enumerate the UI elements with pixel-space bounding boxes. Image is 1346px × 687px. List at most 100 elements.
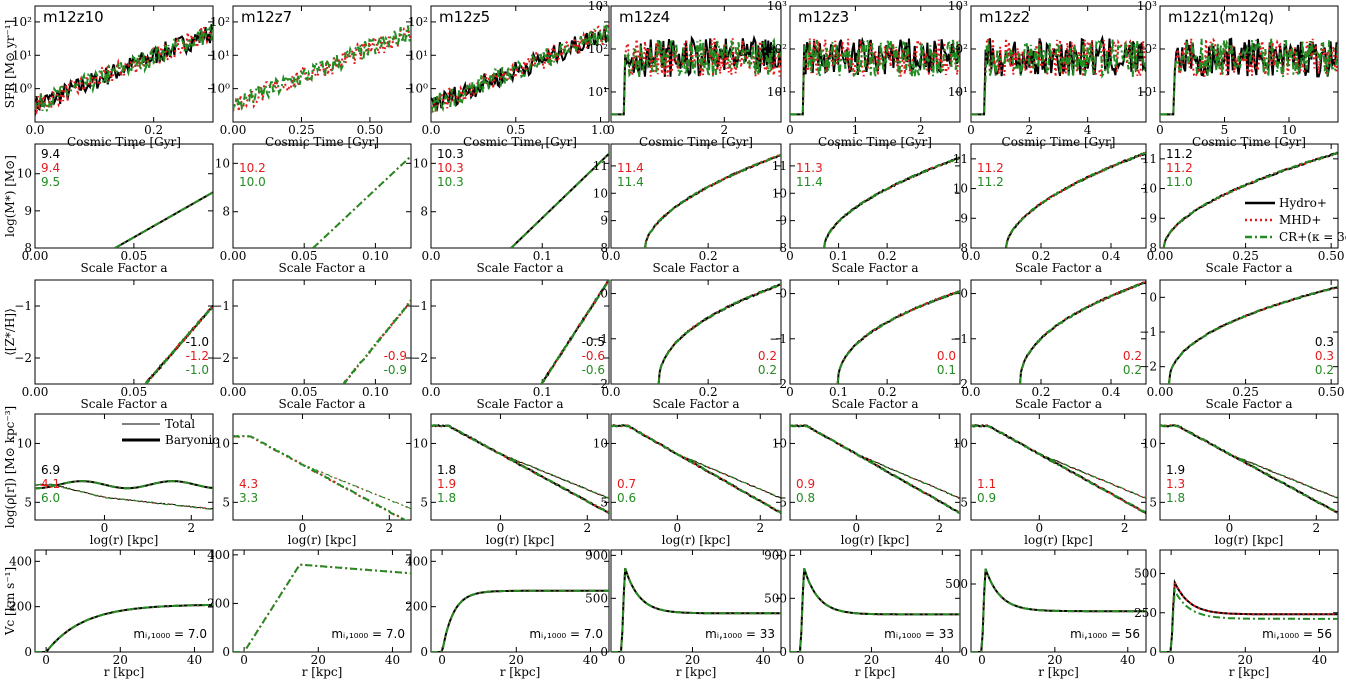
x-tick-label: 0.05: [291, 249, 318, 263]
curves: [35, 603, 213, 652]
mhd-line: [233, 434, 407, 520]
panel-title: m12z4: [619, 8, 670, 26]
x-tick-label: 40: [935, 653, 950, 667]
legend-label: CR+(κ = 3e29): [1279, 230, 1346, 244]
axes-frame: [789, 279, 961, 385]
x-tick-label: 0.00: [1147, 385, 1174, 399]
x-axis-label: Scale Factor a: [653, 261, 740, 275]
mhd-line: [1160, 578, 1338, 652]
y-tick-label: 10³: [948, 0, 968, 13]
x-tick-label: 0.2: [1031, 385, 1050, 399]
y-tick-label: 10⁰: [210, 82, 230, 96]
y-tick-label: −1: [1139, 325, 1157, 339]
panel-m12z3-row1: 0 0.1 0.2 8 9 10 11 Scale Factor a 11.311.4: [772, 143, 961, 275]
note-value: 0.1: [937, 363, 956, 377]
x-tick-label: 40: [385, 653, 400, 667]
y-tick-label: 8: [600, 241, 608, 255]
y-tick-label: 9: [960, 211, 968, 225]
y-tick-label: 0: [960, 287, 968, 301]
legend: Hydro+ MHD+ CR+(κ = 3e29): [1245, 196, 1346, 244]
panel-m12z2-row3: 0 2 5 10 log(r) [kpc] 1.10.9: [953, 413, 1147, 547]
note-value: -1.0: [186, 363, 209, 377]
x-axis-label: r [kpc]: [302, 665, 343, 679]
mass-resolution-label: mᵢ,₁₀₀₀ = 56: [1262, 627, 1332, 641]
note-value: -0.9: [384, 349, 407, 363]
panel-title: m12z10: [43, 8, 104, 26]
y-tick-label: 0: [420, 645, 428, 659]
axes-frame: [1159, 549, 1339, 653]
axes-frame: [34, 5, 214, 123]
mass-resolution-label: mᵢ,₁₀₀₀ = 33: [705, 627, 775, 641]
x-tick-label: 0.00: [22, 249, 49, 263]
x-tick-label: 20: [1047, 653, 1062, 667]
note-value: -1.0: [186, 335, 209, 349]
x-tick-label: 0: [42, 653, 50, 667]
x-tick-label: 0: [1035, 521, 1043, 535]
cr-line: [431, 589, 609, 652]
x-tick-label: 0.1: [829, 249, 848, 263]
x-tick-label: 0: [618, 653, 626, 667]
y-tick-label: 10: [1142, 436, 1157, 450]
x-tick-label: 0: [786, 249, 794, 263]
note-value: 1.8: [1166, 491, 1185, 505]
mass-resolution-label: mᵢ,₁₀₀₀ = 7.0: [529, 627, 603, 641]
panel-m12z3-row3: 0 2 5 10 log(r) [kpc] 0.90.8: [772, 413, 961, 547]
x-axis-label: Cosmic Time [Gyr]: [639, 135, 753, 149]
axes-frame: [430, 279, 610, 385]
x-tick-label: 0.05: [291, 385, 318, 399]
curves: [1160, 578, 1338, 652]
x-axis-label: log(r) [kpc]: [1024, 533, 1093, 547]
x-tick-label: 0.2: [1031, 249, 1050, 263]
x-tick-label: 1.0: [591, 123, 610, 137]
y-tick-label: 0: [779, 287, 787, 301]
x-tick-label: 0.2: [144, 123, 163, 137]
curves: [114, 191, 213, 248]
panel-m12z2-row4: 0 20 40 0 500 r [kpc] mᵢ,₁₀₀₀ = 56: [945, 549, 1147, 679]
cr-line: [540, 280, 609, 384]
panel-m12z7-row1: 0.00 0.05 0.10 8 10 Scale Factor a 10.210.0: [215, 143, 412, 275]
y-tick-label: 11: [1142, 152, 1157, 166]
cr-line: [35, 480, 213, 490]
cr-line: [611, 567, 781, 652]
axes-frame: [34, 549, 214, 653]
curves: [431, 424, 609, 515]
x-axis-label: log(r) [kpc]: [841, 533, 910, 547]
cr-line-total: [431, 424, 609, 499]
x-tick-label: 0.00: [220, 249, 247, 263]
x-tick-label: 0: [1226, 521, 1234, 535]
mhd-line: [431, 589, 609, 652]
x-axis-label: Cosmic Time [Gyr]: [67, 135, 181, 149]
axes-frame: [1159, 279, 1339, 385]
x-tick-label: 2: [1121, 521, 1129, 535]
y-tick-label: 10: [17, 436, 32, 450]
note-value: 10.3: [437, 175, 464, 189]
cr-line: [971, 568, 1146, 652]
x-tick-label: 2: [187, 521, 195, 535]
x-tick-label: 40: [1120, 653, 1135, 667]
hydro-line: [1160, 37, 1338, 116]
axes-frame: [34, 143, 214, 249]
y-tick-label: 5: [600, 495, 608, 509]
hydro-line: [1167, 285, 1338, 384]
y-tick-label: −2: [590, 377, 608, 391]
cr-line-total: [790, 424, 960, 499]
x-tick-label: 0.1: [533, 385, 552, 399]
note-value: 0.3: [1315, 335, 1334, 349]
x-tick-label: 0: [853, 521, 861, 535]
x-tick-label: 0.05: [121, 385, 148, 399]
y-tick-label: 11: [772, 159, 787, 173]
y-tick-label: 200: [405, 600, 428, 614]
note-value: 0.0: [937, 349, 956, 363]
mass-resolution-label: mᵢ,₁₀₀₀ = 7.0: [331, 627, 405, 641]
cr-line-total: [971, 424, 1146, 499]
mhd-line: [823, 157, 960, 248]
note-value: 6.0: [41, 491, 60, 505]
curves: [510, 152, 609, 248]
note-value: 0.2: [1123, 363, 1142, 377]
x-tick-label: 0.2: [699, 385, 718, 399]
mhd-line: [233, 26, 411, 112]
note-value: 0.2: [758, 349, 777, 363]
